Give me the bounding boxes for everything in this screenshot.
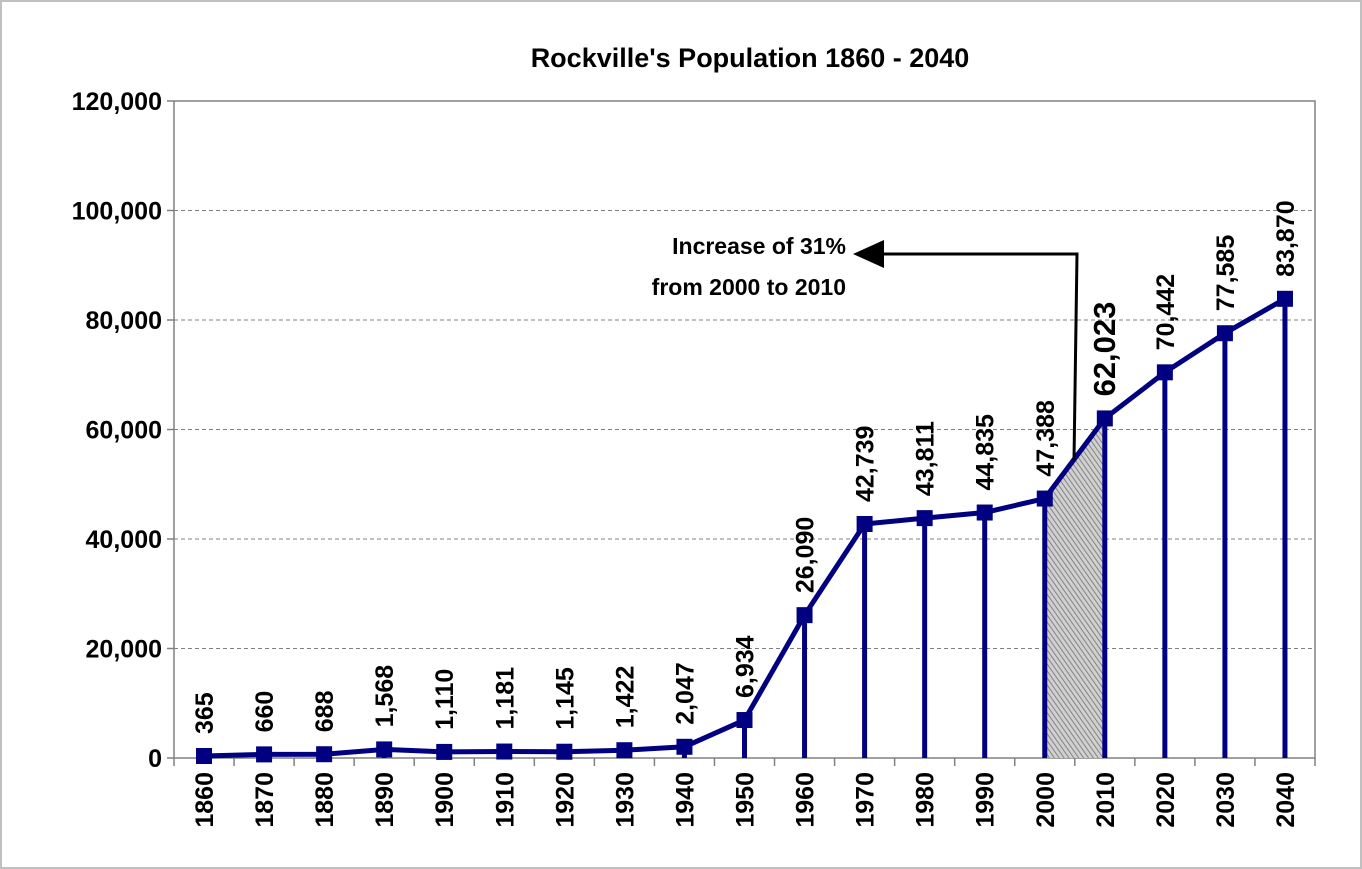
- data-label: 70,442: [1152, 274, 1180, 350]
- x-tick-label: 1890: [371, 772, 399, 828]
- x-tick-label: 2020: [1152, 772, 1180, 828]
- x-tick-label: 1980: [912, 772, 940, 828]
- annotation: Increase of 31% from 2000 to 2010: [652, 233, 1079, 461]
- annotation-line-1: Increase of 31%: [672, 233, 846, 259]
- annotation-arrow-line: [882, 252, 1079, 461]
- chart-title: Rockville's Population 1860 - 2040: [531, 43, 970, 73]
- x-tick-label: 1940: [671, 772, 699, 828]
- data-label: 1,145: [551, 667, 579, 730]
- x-tick-label: 1880: [311, 772, 339, 828]
- x-tick-label: 2000: [1032, 772, 1060, 828]
- data-label: 6,934: [732, 635, 760, 698]
- shaded-interval: [1044, 418, 1105, 758]
- x-tick-label: 1920: [551, 772, 579, 828]
- data-point: [736, 712, 753, 729]
- data-label: 1,422: [611, 666, 639, 729]
- data-label: 365: [191, 692, 219, 734]
- y-tick-label: 100,000: [72, 198, 162, 226]
- x-tick-label: 2030: [1212, 772, 1240, 828]
- y-tick-label: 120,000: [72, 88, 162, 116]
- data-point: [976, 504, 993, 521]
- x-tick-label: 1870: [251, 772, 279, 828]
- x-axis: 1860 1870 1880 1890 1900 1910 1920 1930 1940 1950…: [173, 758, 1316, 828]
- data-point: [256, 746, 273, 763]
- data-label: 660: [251, 691, 279, 733]
- x-tick-label: 1930: [611, 772, 639, 828]
- data-label: 77,585: [1212, 235, 1240, 312]
- data-point: [676, 738, 693, 755]
- data-label: 62,023: [1087, 302, 1122, 397]
- x-tick-label: 1860: [191, 772, 219, 828]
- annotation-arrowhead: [853, 240, 884, 268]
- data-label: 2,047: [671, 662, 699, 725]
- data-label: 47,388: [1032, 400, 1060, 477]
- y-axis: 0 20,000 40,000 60,000 80,000 100,000 120,000: [72, 88, 174, 773]
- data-point: [496, 743, 513, 760]
- gridlines: [174, 210, 1315, 649]
- data-label: 1,110: [431, 669, 459, 730]
- shaded-area: [1044, 418, 1105, 758]
- data-point: [1036, 490, 1053, 507]
- data-label: 83,870: [1272, 200, 1300, 276]
- data-label: 688: [311, 690, 339, 732]
- data-label: 44,835: [972, 414, 1000, 491]
- y-tick-label: 80,000: [86, 307, 162, 335]
- data-label: 42,739: [852, 426, 880, 502]
- data-point: [1096, 410, 1113, 427]
- x-tick-label: 1910: [491, 772, 519, 828]
- x-tick-label: 2010: [1092, 772, 1120, 828]
- data-labels: 365 660 688 1,568 1,110 1,181 1,145 1,422 2,047 6…: [191, 200, 1300, 734]
- y-tick-label: 60,000: [86, 417, 162, 445]
- y-tick-label: 40,000: [86, 526, 162, 554]
- data-label: 26,090: [792, 517, 820, 593]
- x-tick-label: 2040: [1272, 772, 1300, 828]
- x-tick-label: 1990: [972, 772, 1000, 828]
- x-tick-label: 1970: [852, 772, 880, 828]
- data-point: [616, 742, 633, 759]
- data-point: [376, 741, 393, 758]
- data-point: [1276, 290, 1293, 307]
- population-series: [196, 290, 1293, 765]
- data-point: [196, 748, 213, 765]
- x-tick-label: 1900: [431, 772, 459, 828]
- x-tick-label: 1960: [792, 772, 820, 828]
- data-point: [856, 516, 873, 533]
- data-point: [796, 607, 813, 624]
- data-point: [436, 743, 453, 760]
- data-point: [316, 746, 333, 763]
- data-label: 43,811: [912, 421, 940, 496]
- data-point: [1216, 325, 1233, 342]
- data-point: [556, 743, 573, 760]
- data-point: [916, 510, 933, 527]
- x-tick-label: 1950: [732, 772, 760, 828]
- annotation-line-2: from 2000 to 2010: [652, 274, 846, 300]
- data-label: 1,181: [491, 667, 519, 730]
- data-label: 1,568: [371, 665, 399, 728]
- y-tick-label: 0: [148, 745, 162, 773]
- data-point: [1156, 364, 1173, 381]
- y-tick-label: 20,000: [86, 636, 162, 664]
